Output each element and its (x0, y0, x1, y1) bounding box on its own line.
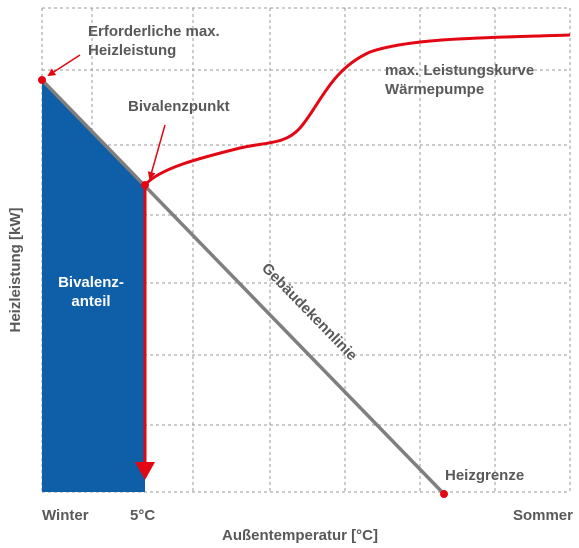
point (440, 490, 448, 498)
axis-title: Außentemperatur [°C] (222, 527, 378, 544)
label: 5°C (130, 507, 155, 524)
point (141, 181, 149, 189)
label: Heizleistung (88, 42, 176, 59)
label: Sommer (513, 507, 573, 524)
label: anteil (71, 293, 110, 310)
label: Erforderliche max. (88, 23, 220, 40)
label: Wärmepumpe (385, 81, 484, 98)
label: Gebäudekennlinie (258, 260, 360, 364)
pointer (47, 54, 81, 77)
point (38, 76, 46, 84)
label: max. Leistungskurve (385, 62, 534, 79)
label: Bivalenzpunkt (128, 98, 230, 115)
axis-title: Heizleistung [kW] (7, 207, 24, 332)
pointer (147, 124, 166, 180)
building-line (40, 78, 446, 496)
label: Winter (42, 507, 89, 524)
label: Bivalenz- (58, 274, 124, 291)
label: Heizgrenze (445, 467, 524, 484)
bivalence-area (42, 80, 145, 492)
heat-pump-curve (143, 33, 571, 187)
